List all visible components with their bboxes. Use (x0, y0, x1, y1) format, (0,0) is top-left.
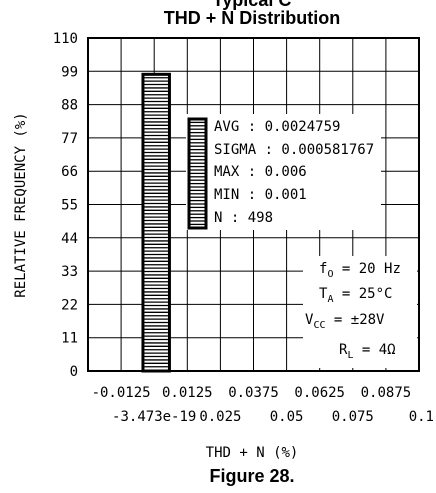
x-tick-label-lower: 0.025 (199, 409, 241, 425)
condition-f0: fO = 20 Hz (319, 261, 401, 280)
condition-rl: RL = 4Ω (339, 342, 396, 361)
chart-title: THD + N Distribution (164, 8, 341, 28)
y-axis-ticks: 0 11 22 33 44 55 66 77 88 99 110 (53, 31, 78, 380)
x-tick-label-lower: 0.1 (409, 409, 434, 425)
y-tick-label: 99 (61, 64, 78, 80)
y-tick-label: 44 (61, 231, 78, 247)
x-tick-label-upper: 0.0125 (162, 385, 213, 401)
x-axis-ticks: -0.0125 0.0125 0.0375 0.0625 0.0875 -3.473e-1… (92, 385, 434, 425)
x-tick-label-upper: -0.0125 (92, 385, 151, 401)
y-tick-label: 0 (70, 364, 78, 380)
y-axis-label: RELATIVE FREQUENCY (%) (13, 112, 29, 297)
stats-max: MAX : 0.006 (214, 164, 307, 180)
stats-legend: AVG : 0.0024759 SIGMA : 0.000581767 MAX … (186, 114, 381, 230)
y-tick-label: 77 (61, 131, 78, 147)
plot-frame (87, 37, 420, 372)
plot-area: 0 11 22 33 44 55 66 77 88 99 110 -0.0125 0.0125 0.03… (53, 31, 434, 425)
y-tick-label: 22 (61, 297, 78, 313)
stats-avg: AVG : 0.0024759 (214, 119, 340, 135)
stats-legend-background (186, 114, 381, 230)
histogram-bars (141, 72, 171, 373)
test-conditions-background (303, 256, 417, 368)
stats-n: N : 498 (214, 210, 273, 226)
stats-sigma: SIGMA : 0.000581767 (214, 142, 374, 158)
histogram-bar (141, 72, 171, 373)
x-tick-label-lower: -3.473e-19 (112, 409, 196, 425)
condition-vcc: VCC = ±28V (305, 312, 385, 331)
chart-title-fragment: Typical C (213, 0, 292, 10)
condition-ta: TA = 25°C (319, 286, 392, 305)
y-tick-label: 66 (61, 164, 78, 180)
y-tick-label: 55 (61, 198, 78, 214)
y-tick-label: 11 (61, 331, 78, 347)
stats-swatch-bar (187, 117, 208, 230)
x-tick-label-upper: 0.0875 (361, 385, 412, 401)
x-tick-label-upper: 0.0375 (228, 385, 279, 401)
y-tick-label: 88 (61, 98, 78, 114)
x-tick-label-upper: 0.0625 (294, 385, 345, 401)
y-tick-label: 110 (53, 31, 78, 47)
x-axis-label: THD + N (%) (206, 445, 299, 461)
stats-legend-swatch (187, 117, 208, 230)
figure-caption: Figure 28. (209, 466, 294, 486)
test-conditions: fO = 20 Hz TA = 25°C VCC = ±28V RL = 4Ω (303, 256, 417, 368)
stats-min: MIN : 0.001 (214, 187, 307, 203)
y-tick-label: 33 (61, 264, 78, 280)
x-tick-label-lower: 0.05 (270, 409, 304, 425)
x-tick-label-lower: 0.075 (332, 409, 374, 425)
